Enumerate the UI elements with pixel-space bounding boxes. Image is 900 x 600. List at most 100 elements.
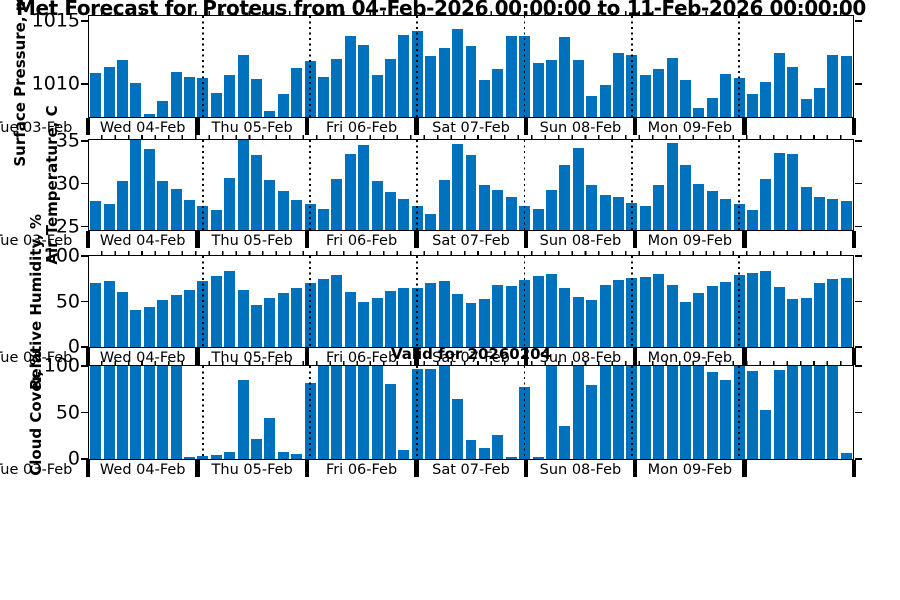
surface-pressure-bar — [800, 99, 812, 117]
day-tick — [85, 231, 91, 248]
surface-pressure-bar — [666, 57, 678, 117]
air-temperature-bar — [545, 189, 557, 230]
relative-humidity-bar — [318, 278, 330, 347]
cloud-cover-bar — [706, 371, 718, 459]
x-day-label: Wed 04-Feb — [99, 233, 186, 249]
surface-pressure-bar — [425, 56, 437, 117]
air-temperature-bar — [425, 213, 437, 230]
air-temperature-bar — [827, 199, 839, 230]
y-tick-mark-right — [854, 139, 862, 142]
surface-pressure-bar — [639, 75, 651, 117]
cloud-cover-bar — [679, 366, 691, 459]
day-tick — [85, 348, 91, 365]
y-tick-mark-right — [854, 458, 862, 460]
cloud-cover-bar — [130, 366, 142, 459]
day-tick — [414, 231, 419, 248]
x-day-label: Fri 06-Feb — [325, 233, 398, 249]
x-day-label: Fri 06-Feb — [325, 462, 398, 478]
day-tick — [304, 118, 310, 135]
relative-humidity-bar — [827, 278, 839, 347]
air-temperature-bar — [237, 140, 249, 230]
air-temperature-bar — [492, 189, 504, 230]
surface-pressure-bar — [492, 69, 504, 117]
x-day-label: Sun 08-Feb — [539, 233, 622, 249]
air-temperature-bar — [800, 187, 812, 230]
air-temperature-bars — [89, 140, 853, 230]
day-tick — [851, 118, 857, 135]
day-gridline — [523, 140, 526, 230]
x-day-label: Fri 06-Feb — [325, 120, 398, 136]
relative-humidity-bar — [679, 301, 691, 347]
day-tick — [85, 460, 91, 477]
surface-pressure-bar — [653, 69, 665, 117]
day-gridline — [738, 366, 740, 459]
day-tick — [414, 348, 419, 365]
y-tick-mark-right — [854, 20, 862, 22]
x-left-date-label: Tue 03-Feb — [0, 462, 73, 478]
y-tick-mark-left — [80, 411, 88, 414]
day-gridline — [738, 140, 740, 230]
surface-pressure-bar — [264, 110, 276, 117]
air-temperature-bar — [505, 196, 517, 230]
day-gridline — [630, 366, 633, 459]
y-tick-label: 0 — [67, 335, 80, 358]
cloud-cover-bar — [760, 409, 772, 459]
day-tick — [632, 460, 638, 477]
surface-pressure-bar — [251, 79, 263, 117]
relative-humidity-bar — [344, 292, 356, 347]
relative-humidity-bar — [143, 306, 155, 347]
y-tick-mark-left — [80, 300, 88, 303]
relative-humidity-bar — [760, 270, 772, 347]
surface-pressure-bar — [465, 46, 477, 117]
relative-humidity-bar — [210, 276, 222, 347]
air-temperature-bar — [264, 180, 276, 230]
cloud-cover-bar — [90, 366, 102, 459]
surface-pressure-bar — [814, 87, 825, 117]
relative-humidity-bar — [358, 301, 370, 347]
cloud-cover-bar — [478, 447, 490, 459]
relative-humidity-bar — [277, 293, 289, 347]
day-gridline — [416, 366, 419, 459]
surface-pressure-bar — [720, 74, 732, 117]
cloud-cover-ylabel: Cloud Cover, % — [27, 349, 45, 476]
surface-pressure-bar — [184, 76, 195, 117]
x-day-label: Wed 04-Feb — [99, 462, 186, 478]
y-tick-label: 1015 — [31, 9, 80, 32]
air-temperature-bar — [385, 192, 397, 230]
relative-humidity-bar — [224, 271, 236, 347]
relative-humidity-bar — [706, 286, 718, 347]
air-temperature-bar — [291, 200, 303, 230]
cloud-cover-bar — [532, 457, 544, 459]
day-tick — [742, 460, 747, 477]
relative-humidity-bar — [103, 280, 115, 347]
cloud-cover-bar — [103, 366, 115, 459]
surface-pressure-bar — [237, 55, 249, 117]
cloud-cover-date-band: Tue 03-Feb Wed 04-Feb Thu 05-Feb Fri 06-Feb… — [0, 460, 900, 481]
x-day-label: Mon 09-Feb — [647, 120, 733, 136]
relative-humidity-plot: 0 50 100 — [44, 246, 862, 356]
x-day-label: Thu 05-Feb — [211, 462, 293, 478]
day-tick — [742, 118, 747, 135]
cloud-cover-bar — [666, 366, 678, 459]
cloud-cover-bar — [545, 366, 557, 459]
day-tick — [414, 118, 419, 135]
y-tick-mark-right — [854, 346, 862, 348]
day-tick — [523, 231, 528, 248]
surface-pressure-bar — [545, 60, 557, 117]
relative-humidity-bar — [184, 289, 195, 347]
air-temperature-bar — [344, 153, 356, 230]
relative-humidity-bar — [452, 294, 464, 347]
day-gridline — [523, 16, 526, 117]
y-tick-mark-right — [854, 182, 862, 185]
air-temperature-bar — [465, 155, 477, 230]
surface-pressure-bar — [90, 72, 102, 117]
surface-pressure-bar — [760, 81, 772, 117]
y-tick-label: 50 — [55, 290, 80, 312]
air-temperature-plot: 25 30 35 — [56, 131, 862, 236]
day-gridline — [738, 256, 740, 347]
y-tick-mark-right — [854, 365, 862, 367]
cloud-cover-bar — [438, 366, 450, 459]
air-temperature-bar — [693, 183, 705, 230]
surface-pressure-bar — [599, 85, 611, 117]
cloud-cover-bar — [814, 366, 825, 459]
